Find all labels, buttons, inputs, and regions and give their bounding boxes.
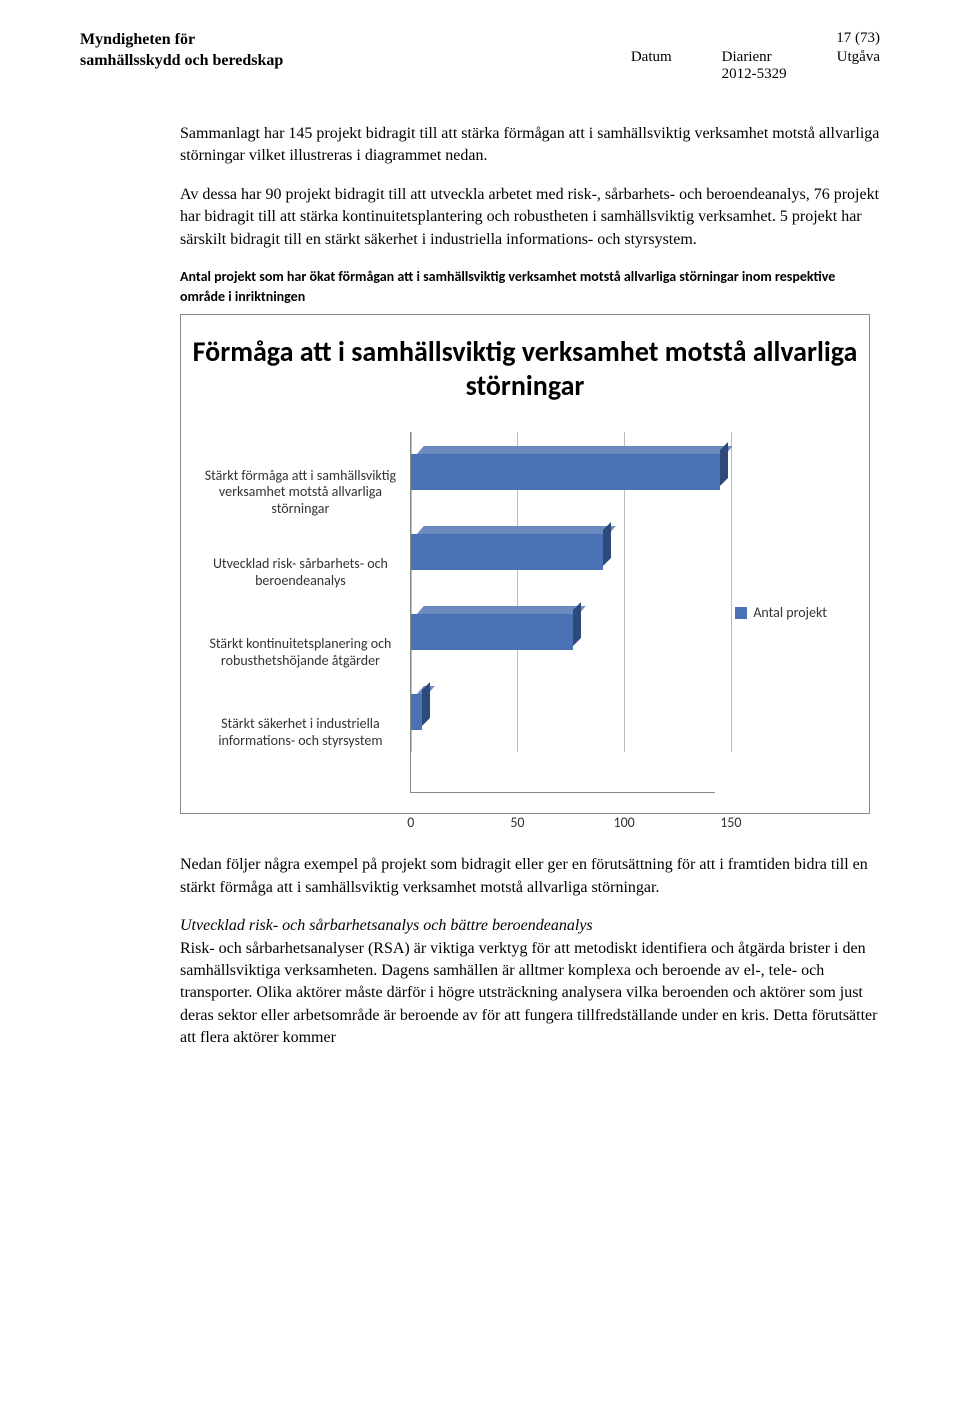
- org-line2: samhällsskydd och beredskap: [80, 52, 283, 69]
- chart-title: Förmåga att i samhällsviktig verksamhet …: [191, 335, 859, 402]
- chart-y-labels: Stärkt förmåga att i samhällsviktig verk…: [191, 453, 410, 773]
- xtick-3: 150: [720, 814, 741, 831]
- xtick-1: 50: [510, 814, 524, 831]
- chart-label-1: Utvecklad risk- sårbarhets- och beroende…: [191, 533, 410, 613]
- chart-background: [411, 432, 731, 752]
- paragraph-4: Risk- och sårbarhetsanalyser (RSA) är vi…: [180, 940, 877, 1047]
- legend-label: Antal projekt: [753, 604, 827, 621]
- page-header: Myndigheten för samhällsskydd och bereds…: [80, 30, 880, 83]
- closing-block: Utvecklad risk- och sårbarhetsanalys och…: [180, 915, 880, 1049]
- bar-2: [411, 614, 573, 650]
- chart-body: Stärkt förmåga att i samhällsviktig verk…: [191, 432, 859, 793]
- header-col-datum: Datum: [631, 49, 672, 66]
- bar-1: [411, 534, 603, 570]
- paragraph-3: Nedan följer några exempel på projekt so…: [180, 854, 880, 899]
- legend-swatch: [735, 607, 747, 619]
- bar-3: [411, 694, 422, 730]
- paragraph-2: Av dessa har 90 projekt bidragit till at…: [180, 184, 880, 251]
- chart-container: Förmåga att i samhällsviktig verksamhet …: [180, 314, 870, 814]
- header-meta: 17 (73) Datum Diarienr 2012-5329 Utgåva: [631, 30, 880, 83]
- xtick-2: 100: [613, 814, 634, 831]
- chart-plot-area: 0 50 100 150: [410, 432, 715, 793]
- header-col-utgava: Utgåva: [837, 49, 880, 66]
- header-col-diarienr: Diarienr: [722, 49, 787, 66]
- page-number: 17 (73): [836, 30, 880, 46]
- header-diarienr-value: 2012-5329: [722, 66, 787, 83]
- gridline-150: [731, 432, 732, 752]
- org-line1: Myndigheten för: [80, 31, 195, 48]
- chart-label-3: Stärkt säkerhet i industriella informati…: [191, 693, 410, 773]
- xtick-0: 0: [407, 814, 414, 831]
- chart-label-0: Stärkt förmåga att i samhällsviktig verk…: [191, 453, 410, 533]
- chart-caption: Antal projekt som har ökat förmågan att …: [180, 267, 880, 306]
- paragraph-1: Sammanlagt har 145 projekt bidragit till…: [180, 123, 880, 168]
- chart-legend: Antal projekt: [715, 604, 859, 621]
- subheading: Utvecklad risk- och sårbarhetsanalys och…: [180, 917, 593, 934]
- bar-0: [411, 454, 720, 490]
- chart-label-2: Stärkt kontinuitetsplanering och robusth…: [191, 613, 410, 693]
- org-name: Myndigheten för samhällsskydd och bereds…: [80, 30, 283, 83]
